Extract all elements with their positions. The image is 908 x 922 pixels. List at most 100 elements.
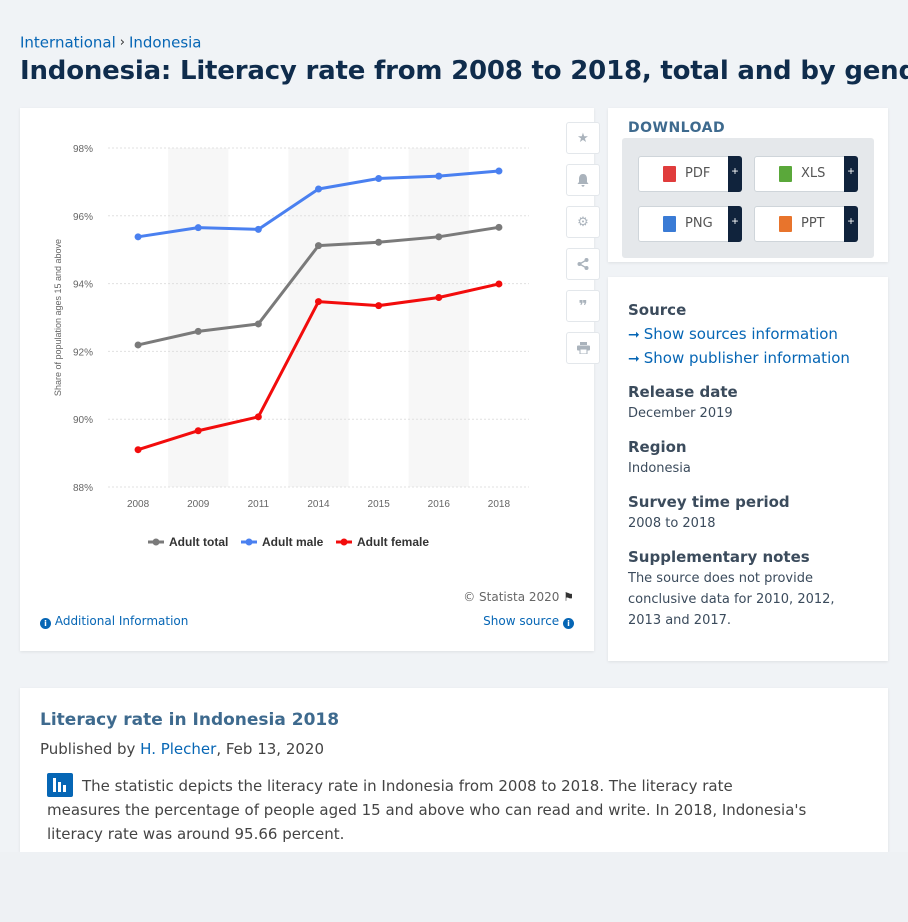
copyright[interactable]: © Statista 2020 ⚑	[463, 590, 574, 604]
download-ppt-button[interactable]: PPT +	[754, 206, 858, 242]
xls-file-icon	[779, 166, 792, 182]
data-point	[134, 233, 142, 241]
column-band	[408, 148, 469, 487]
data-point	[194, 327, 202, 335]
y-tick-label: 94%	[73, 280, 93, 291]
bell-icon	[577, 173, 589, 187]
copyright-text: © Statista 2020	[463, 590, 560, 604]
download-pdf-button[interactable]: PDF +	[638, 156, 742, 192]
y-tick-label: 92%	[73, 347, 93, 358]
plus-icon: +	[728, 156, 742, 192]
release-date-value: December 2019	[628, 406, 733, 421]
source-label: Source	[628, 301, 687, 319]
print-button[interactable]	[566, 332, 600, 364]
download-png-button[interactable]: PNG +	[638, 206, 742, 242]
show-sources-label: Show sources information	[643, 325, 838, 343]
info-icon: i	[40, 618, 51, 629]
legend-entry: Adult total	[169, 535, 228, 549]
published-by: Published by H. Plecher, Feb 13, 2020	[40, 740, 324, 758]
region-value: Indonesia	[628, 461, 691, 476]
show-sources-link[interactable]: ➞ Show sources information	[628, 325, 838, 343]
data-point	[254, 413, 262, 421]
data-point	[134, 341, 142, 349]
legend-swatch-marker	[245, 538, 253, 546]
data-point	[254, 320, 262, 328]
legend-swatch-marker	[152, 538, 160, 546]
author-link[interactable]: H. Plecher	[140, 740, 217, 758]
data-point	[315, 242, 322, 250]
additional-information-link[interactable]: i Additional Information	[40, 614, 188, 629]
quote-icon: ❞	[578, 298, 588, 315]
legend-swatch-marker	[340, 538, 348, 546]
line-chart: 88% 90% 92% 94% 96% 98% 2008 2009 2011 2014 2015 20…	[53, 144, 529, 549]
breadcrumb: International › Indonesia	[20, 33, 202, 52]
png-file-icon	[663, 216, 676, 232]
x-tick-label: 2015	[368, 499, 391, 510]
show-publisher-label: Show publisher information	[643, 349, 850, 367]
download-ppt-label: PPT	[801, 216, 825, 231]
data-point	[254, 225, 262, 233]
plus-icon: +	[728, 206, 742, 242]
publish-date: , Feb 13, 2020	[216, 740, 324, 758]
notification-button[interactable]	[566, 164, 600, 196]
download-title: DOWNLOAD	[628, 120, 726, 136]
gear-icon: ⚙	[577, 214, 589, 229]
data-point	[194, 224, 202, 232]
breadcrumb-separator: ›	[119, 35, 125, 50]
description-text: The statistic depicts the literacy rate …	[47, 777, 807, 843]
data-point	[315, 185, 322, 193]
chart-card: 88% 90% 92% 94% 96% 98% 2008 2009 2011 2014 2015 20…	[20, 108, 600, 651]
download-card: DOWNLOAD PDF + XLS + PNG + PPT +	[608, 108, 888, 262]
download-xls-label: XLS	[801, 166, 826, 181]
ppt-file-icon	[779, 216, 792, 232]
download-xls-button[interactable]: XLS +	[754, 156, 858, 192]
x-tick-label: 2014	[307, 499, 330, 510]
supplementary-notes-value: The source does not provide conclusive d…	[628, 571, 835, 628]
page-title: Indonesia: Literacy rate from 2008 to 20…	[20, 56, 908, 86]
data-point	[194, 427, 202, 435]
region-label: Region	[628, 438, 687, 456]
data-point	[495, 223, 503, 231]
x-tick-label: 2011	[248, 499, 270, 510]
survey-period-value: 2008 to 2018	[628, 516, 716, 531]
breadcrumb-item-international[interactable]: International	[20, 33, 116, 52]
y-tick-label: 88%	[73, 483, 93, 494]
legend-entry: Adult male	[262, 535, 324, 549]
x-tick-label: 2009	[187, 499, 210, 510]
cite-button[interactable]: ❞	[566, 290, 600, 322]
arrow-right-icon: ➞	[628, 351, 640, 367]
data-point	[315, 298, 322, 306]
settings-button[interactable]: ⚙	[566, 206, 600, 238]
data-point	[134, 446, 142, 454]
statistic-chart-icon	[47, 773, 73, 797]
info-icon: i	[563, 618, 574, 629]
y-tick-label: 90%	[73, 415, 93, 426]
release-date-label: Release date	[628, 383, 738, 401]
show-publisher-link[interactable]: ➞ Show publisher information	[628, 349, 850, 367]
data-point	[495, 280, 503, 288]
breadcrumb-item-indonesia[interactable]: Indonesia	[128, 33, 202, 52]
share-button[interactable]	[566, 248, 600, 280]
data-point	[375, 302, 383, 310]
published-prefix: Published by	[40, 740, 136, 758]
data-point	[435, 293, 443, 301]
share-icon	[577, 258, 589, 270]
legend-entry: Adult female	[357, 535, 429, 549]
column-band	[288, 148, 349, 487]
plus-icon: +	[844, 206, 858, 242]
survey-period-label: Survey time period	[628, 493, 790, 511]
show-source-label: Show source	[483, 614, 560, 628]
description-title: Literacy rate in Indonesia 2018	[40, 710, 340, 730]
data-point	[435, 233, 443, 241]
y-tick-label: 96%	[73, 212, 93, 223]
x-tick-label: 2016	[428, 499, 451, 510]
y-axis-label: Share of population ages 15 and above	[53, 239, 63, 396]
show-source-link[interactable]: Show source i	[483, 614, 574, 629]
download-options: PDF + XLS + PNG + PPT +	[622, 138, 874, 258]
favorite-button[interactable]: ★	[566, 122, 600, 154]
print-icon	[576, 342, 590, 354]
star-icon: ★	[577, 130, 589, 145]
download-png-label: PNG	[685, 216, 713, 231]
data-point	[435, 172, 443, 180]
arrow-right-icon: ➞	[628, 327, 640, 343]
